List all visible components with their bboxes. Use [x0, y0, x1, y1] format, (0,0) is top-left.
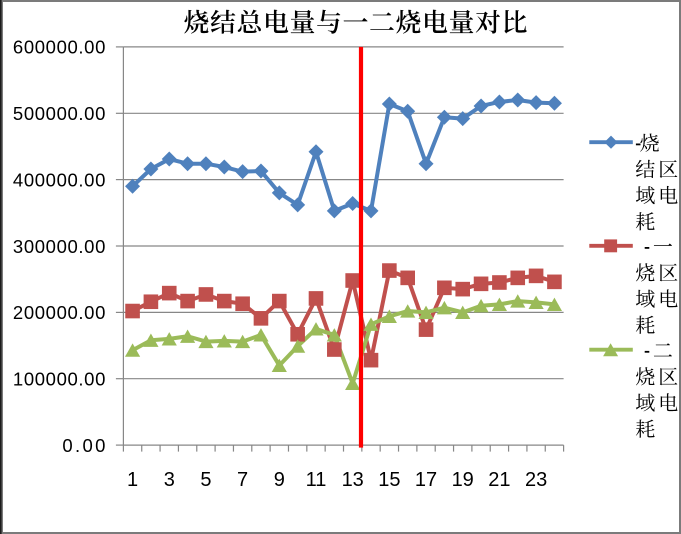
svg-text:21: 21 — [488, 469, 510, 491]
svg-text:100000.00: 100000.00 — [13, 369, 105, 390]
svg-text:23: 23 — [525, 469, 547, 491]
svg-text:1: 1 — [127, 469, 138, 491]
svg-text:500000.00: 500000.00 — [13, 103, 105, 124]
svg-text:600000.00: 600000.00 — [13, 37, 105, 58]
svg-text:7: 7 — [237, 469, 248, 491]
svg-text:200000.00: 200000.00 — [13, 302, 105, 323]
svg-text:300000.00: 300000.00 — [13, 236, 105, 257]
svg-text:13: 13 — [342, 469, 364, 491]
svg-text:11: 11 — [306, 469, 327, 491]
svg-text:17: 17 — [415, 469, 437, 491]
svg-text:400000.00: 400000.00 — [13, 169, 105, 190]
svg-text:19: 19 — [452, 469, 474, 491]
svg-text:0.00: 0.00 — [62, 435, 105, 456]
svg-text:5: 5 — [200, 469, 211, 491]
svg-text:3: 3 — [164, 469, 175, 491]
svg-text:15: 15 — [378, 469, 400, 491]
svg-text:9: 9 — [274, 469, 285, 491]
